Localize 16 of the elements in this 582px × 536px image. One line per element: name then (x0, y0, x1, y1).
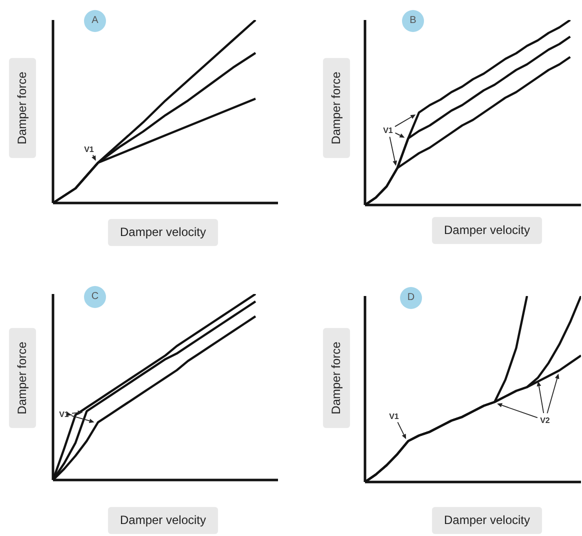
x-axis-title: Damper velocity (432, 217, 542, 244)
chart-title: D (400, 287, 422, 309)
annotation: V1 (84, 145, 94, 154)
annotation: V2 (540, 416, 550, 425)
y-axis-title: Damper force (15, 72, 29, 144)
y-axis-title: Damper force (329, 342, 343, 414)
y-axis-title: Damper force (329, 72, 343, 144)
x-axis-title: Damper velocity (108, 219, 218, 246)
chart-title: B (402, 10, 424, 32)
chart-title: A (84, 10, 106, 32)
y-axis-title: Damper force (15, 342, 29, 414)
chart-title: C (84, 286, 106, 308)
x-axis-title: Damper velocity (432, 507, 542, 534)
annotation: V1 (383, 126, 394, 135)
x-axis-title: Damper velocity (108, 507, 218, 534)
annotation: V1 (389, 412, 400, 421)
